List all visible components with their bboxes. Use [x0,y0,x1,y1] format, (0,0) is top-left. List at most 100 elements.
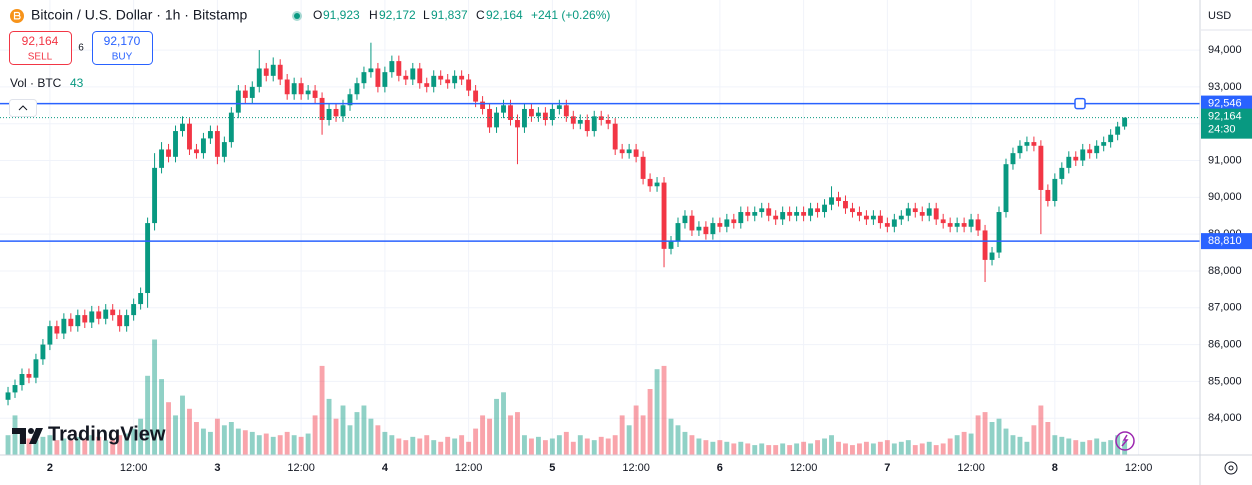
volume-bar [780,443,786,455]
candle-body [501,105,506,113]
candle-body [494,112,499,128]
candle-body [256,68,262,87]
x-tick-label: 8 [1052,462,1058,474]
volume-bar [459,435,465,455]
volume-bar [1094,438,1100,455]
candle-body [731,219,737,224]
price-label-bg [1201,95,1252,112]
symbol-title[interactable]: Bitcoin / U.S. Dollar · 1h · Bitstamp [31,7,248,23]
volume-bar [654,369,660,455]
candle-body [926,208,932,216]
candle-body [1038,145,1044,190]
ohlc-value: 91,923 [323,8,360,22]
volume-bar [815,440,821,455]
currency[interactable]: USD [1208,10,1231,22]
x-tick-label: 5 [549,462,555,474]
volume-bar [961,431,967,455]
candle-body [787,212,793,216]
volume-bar [947,438,953,455]
last-price-bg [1201,108,1252,139]
assistant-icon[interactable] [1115,431,1135,451]
volume-bar [494,398,499,455]
collapse-button[interactable] [9,99,37,117]
volume-bar [919,443,925,455]
candle-body [975,219,981,231]
candle-body [438,75,444,80]
sell-label[interactable]: SELL [28,52,53,63]
volume-bar [249,431,255,455]
volume-bar [535,436,541,455]
candle-body [696,226,702,231]
candle-body [333,108,339,117]
volume-bar [850,445,855,455]
volume-bar [738,441,744,455]
volume-bar [515,412,520,455]
volume-bar [542,440,548,455]
candle-body [856,212,862,216]
volume-bar [975,415,981,455]
volume-bar [877,441,883,455]
volume-bar [905,440,911,455]
volume-bar [242,430,248,455]
candle-body [12,385,18,393]
sell-price[interactable]: 92,164 [22,34,59,48]
candle-body [843,200,848,209]
buy-price[interactable]: 92,170 [104,34,141,48]
watermark: TradingView [48,423,166,445]
candle-body [640,156,646,179]
volume-bar [836,441,841,455]
candle-body [863,215,869,220]
candle-body [389,61,395,73]
line-handle[interactable] [1074,97,1086,110]
y-tick-label: 86,000 [1208,338,1242,350]
candle-body [668,241,674,249]
volume-bar [61,438,67,455]
candle-body [710,223,716,235]
candle-body [717,223,723,227]
volume-bar [1108,440,1114,455]
x-tick-label: 7 [884,462,890,474]
candle-body [745,212,751,216]
candle-body [647,178,653,187]
candle-body [522,108,527,128]
volume-bar [319,365,325,455]
volume-bar [75,436,81,455]
volume-bar [194,422,199,455]
candle-body [403,75,409,80]
sell-button[interactable] [9,31,72,65]
volume-bar [1017,436,1023,455]
y-tick-label: 90,000 [1208,191,1242,203]
volume-bar [570,441,576,455]
volume-bar [145,375,151,455]
volume-bar [731,443,737,455]
buy-label[interactable]: BUY [112,52,133,63]
candle-body [75,315,81,327]
candle-body [117,315,123,327]
volume-bar [424,435,430,455]
volume-bar [619,415,625,455]
volume-bar [82,438,88,455]
volume-bar [584,438,590,455]
candle-body [431,75,437,87]
candle-body [249,86,255,98]
candle-body [54,326,60,334]
buy-button[interactable] [92,31,153,65]
candle-body [870,215,876,220]
volume-bar [340,405,346,455]
volume-bar [33,440,39,455]
volume-bar [480,415,486,455]
candle-body [780,212,786,220]
candle-body [1045,189,1051,201]
candle-body [577,120,583,124]
candle-body [808,208,814,216]
volume-bar [256,435,262,455]
volume-bar [207,431,213,455]
volume-bar [626,425,632,455]
settings-icon[interactable] [1224,461,1238,475]
candle-body [68,318,74,327]
candle-body [535,112,541,117]
candle-body [152,167,158,224]
volume-bar [801,441,807,455]
candle-body [877,215,883,224]
candle-body [1024,142,1030,146]
